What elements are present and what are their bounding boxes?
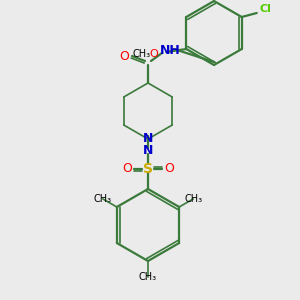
Text: O: O — [164, 163, 174, 176]
Text: O: O — [149, 49, 158, 59]
Text: NH: NH — [160, 44, 180, 58]
Text: N: N — [143, 145, 153, 158]
Text: CH₃: CH₃ — [139, 272, 157, 282]
Text: S: S — [143, 162, 153, 176]
Text: O: O — [122, 163, 132, 176]
Text: CH₃: CH₃ — [94, 194, 112, 204]
Text: O: O — [119, 50, 129, 62]
Text: N: N — [143, 133, 153, 146]
Text: CH₃: CH₃ — [184, 194, 202, 204]
Text: Cl: Cl — [260, 4, 272, 14]
Text: CH₃: CH₃ — [132, 49, 150, 59]
